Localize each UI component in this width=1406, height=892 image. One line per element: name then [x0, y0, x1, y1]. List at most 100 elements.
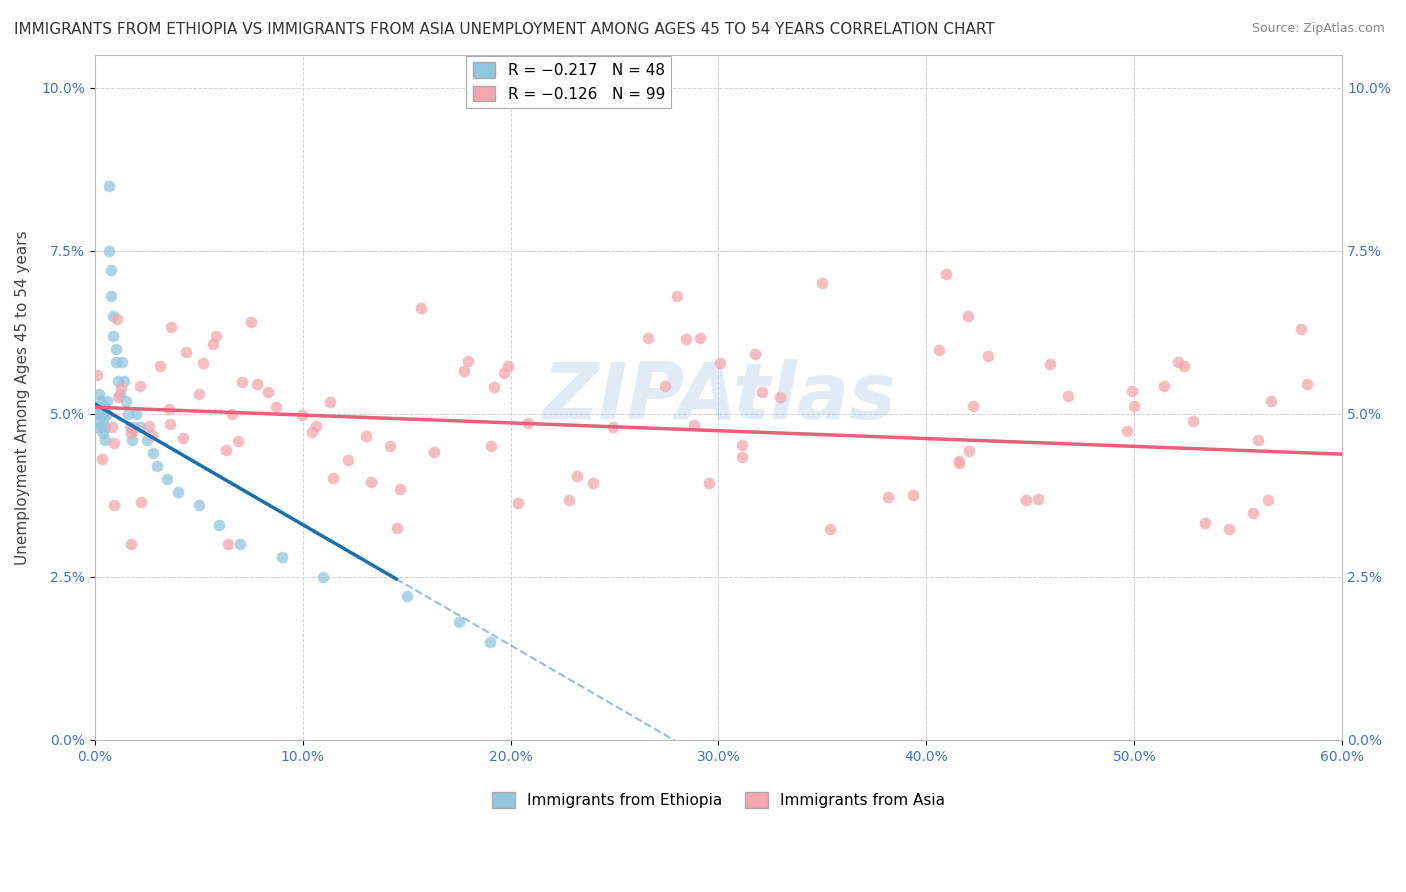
Point [156, 472, 179, 486]
Point [1257, 493, 1279, 508]
Point [1015, 493, 1038, 508]
Point [138, 419, 160, 434]
Point [103, 499, 125, 513]
Point [217, 537, 239, 551]
Point [215, 442, 238, 457]
Point [876, 490, 898, 504]
Point [1116, 425, 1139, 439]
Point [582, 476, 605, 491]
Point [100, 289, 122, 303]
Point [103, 328, 125, 343]
Point [174, 344, 197, 359]
Point [769, 390, 792, 404]
Point [187, 387, 209, 401]
Point [167, 485, 190, 500]
Point [389, 482, 412, 496]
Point [901, 487, 924, 501]
Point [751, 384, 773, 399]
Point [360, 475, 382, 490]
Point [231, 375, 253, 389]
Point [496, 359, 519, 373]
Point [948, 456, 970, 470]
Point [1218, 522, 1240, 536]
Point [956, 309, 979, 323]
Point [731, 450, 754, 464]
Point [146, 458, 169, 473]
Point [103, 435, 125, 450]
Point [86, 407, 108, 421]
Point [112, 374, 135, 388]
Point [305, 419, 328, 434]
Point [322, 471, 344, 485]
Point [1039, 357, 1062, 371]
Point [516, 416, 538, 430]
Point [356, 429, 378, 443]
Point [111, 354, 134, 368]
Point [117, 407, 139, 421]
Point [191, 356, 214, 370]
Point [105, 311, 128, 326]
Point [159, 417, 181, 431]
Point [689, 331, 711, 345]
Point [447, 615, 470, 630]
Point [172, 431, 194, 445]
Point [90, 419, 112, 434]
Point [319, 395, 342, 409]
Point [492, 366, 515, 380]
Point [91, 426, 114, 441]
Point [187, 498, 209, 512]
Point [135, 433, 157, 447]
Point [94, 419, 117, 434]
Point [709, 356, 731, 370]
Point [453, 364, 475, 378]
Point [96, 407, 118, 421]
Point [94, 401, 117, 415]
Point [120, 425, 142, 440]
Point [87, 387, 110, 401]
Point [1056, 389, 1078, 403]
Point [1241, 506, 1264, 520]
Point [125, 407, 148, 421]
Point [91, 407, 114, 421]
Point [1153, 379, 1175, 393]
Text: IMMIGRANTS FROM ETHIOPIA VS IMMIGRANTS FROM ASIA UNEMPLOYMENT AMONG AGES 45 TO 5: IMMIGRANTS FROM ETHIOPIA VS IMMIGRANTS F… [14, 22, 995, 37]
Point [149, 359, 172, 373]
Point [1026, 492, 1049, 507]
Point [395, 590, 418, 604]
Point [104, 342, 127, 356]
Point [120, 537, 142, 551]
Y-axis label: Unemployment Among Ages 45 to 54 years: Unemployment Among Ages 45 to 54 years [15, 230, 30, 565]
Point [565, 469, 588, 483]
Point [558, 493, 581, 508]
Point [246, 376, 269, 391]
Point [129, 419, 152, 434]
Point [744, 347, 766, 361]
Text: Source: ZipAtlas.com: Source: ZipAtlas.com [1251, 22, 1385, 36]
Point [96, 393, 118, 408]
Point [98, 244, 121, 258]
Point [336, 452, 359, 467]
Point [129, 379, 152, 393]
Point [90, 407, 112, 421]
Point [86, 368, 108, 382]
Point [94, 433, 117, 447]
Point [1122, 399, 1144, 413]
Point [270, 550, 292, 565]
Point [202, 336, 225, 351]
Point [115, 393, 138, 408]
Point [1296, 377, 1319, 392]
Point [935, 267, 957, 281]
Point [142, 446, 165, 460]
Point [1173, 359, 1195, 373]
Point [87, 401, 110, 415]
Point [811, 277, 834, 291]
Point [91, 452, 114, 467]
Point [160, 320, 183, 334]
Point [1289, 322, 1312, 336]
Point [1167, 354, 1189, 368]
Point [141, 428, 163, 442]
Point [730, 438, 752, 452]
Point [957, 443, 980, 458]
Point [108, 387, 131, 401]
Point [484, 380, 506, 394]
